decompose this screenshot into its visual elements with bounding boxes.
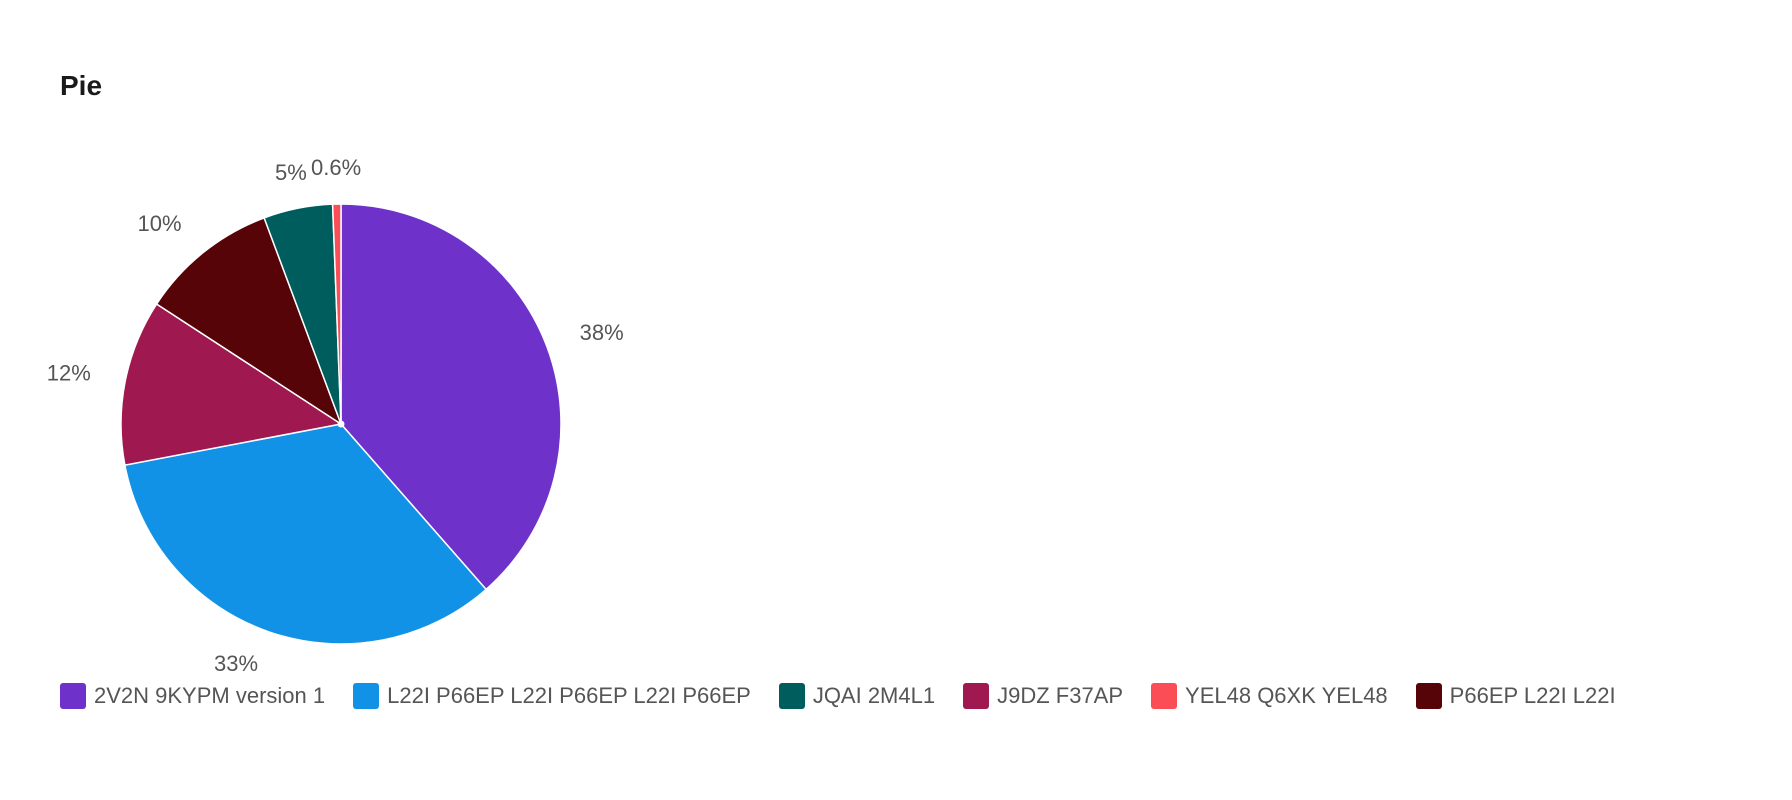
legend-swatch bbox=[60, 683, 86, 709]
legend-label: J9DZ F37AP bbox=[997, 683, 1124, 708]
legend-swatch bbox=[963, 683, 990, 709]
legend-item-2[interactable]: JQAI 2M4L1 bbox=[778, 683, 936, 709]
legend-label: P66EP L22I L22I bbox=[1449, 683, 1616, 708]
legend-item-1[interactable]: L22I P66EP L22I P66EP L22I P66EP bbox=[353, 683, 751, 709]
slice-label-4: 5% bbox=[275, 160, 307, 185]
legend: 2V2N 9KYPM version 1 L22I P66EP L22I P66E… bbox=[60, 683, 1644, 709]
legend-item-0[interactable]: 2V2N 9KYPM version 1 bbox=[60, 683, 325, 709]
slice-label-1: 33% bbox=[214, 651, 258, 676]
legend-label: 2V2N 9KYPM version 1 bbox=[94, 683, 326, 708]
slice-label-0: 38% bbox=[580, 320, 624, 345]
legend-label: L22I P66EP L22I P66EP L22I P66EP bbox=[387, 683, 751, 708]
legend-swatch bbox=[353, 683, 380, 709]
legend-swatch bbox=[1415, 683, 1442, 709]
pie-slice-2 bbox=[120, 303, 343, 466]
pie-slice-5 bbox=[331, 203, 342, 425]
legend-swatch bbox=[1151, 683, 1178, 709]
slice-label-2: 12% bbox=[47, 361, 91, 386]
legend-label: JQAI 2M4L1 bbox=[812, 683, 936, 708]
legend-swatch bbox=[778, 683, 805, 709]
legend-label: YEL48 Q6XK YEL48 bbox=[1185, 683, 1388, 708]
pie-slice-3 bbox=[155, 216, 343, 426]
pie-slice-0 bbox=[340, 203, 562, 591]
pie-center-dot bbox=[337, 420, 345, 428]
chart-title: Pie bbox=[60, 70, 103, 101]
pie-slice-1 bbox=[123, 423, 488, 645]
legend-item-3[interactable]: J9DZ F37AP bbox=[963, 683, 1123, 709]
legend-item-5[interactable]: P66EP L22I L22I bbox=[1415, 683, 1616, 709]
slice-label-5: 0.6% bbox=[311, 155, 361, 180]
legend-item-4[interactable]: YEL48 Q6XK YEL48 bbox=[1151, 683, 1388, 709]
slice-label-3: 10% bbox=[138, 211, 182, 236]
